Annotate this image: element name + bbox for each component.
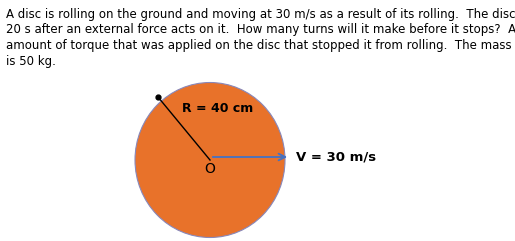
Text: A disc is rolling on the ground and moving at 30 m/s as a result of its rolling.: A disc is rolling on the ground and movi…	[6, 8, 515, 21]
Text: R = 40 cm: R = 40 cm	[182, 101, 253, 114]
Text: V = 30 m/s: V = 30 m/s	[296, 150, 376, 163]
Text: amount of torque that was applied on the disc that stopped it from rolling.  The: amount of torque that was applied on the…	[6, 39, 515, 52]
Text: 20 s after an external force acts on it.  How many turns will it make before it : 20 s after an external force acts on it.…	[6, 24, 515, 36]
Ellipse shape	[135, 82, 285, 237]
Text: O: O	[204, 162, 215, 176]
Text: is 50 kg.: is 50 kg.	[6, 54, 56, 67]
